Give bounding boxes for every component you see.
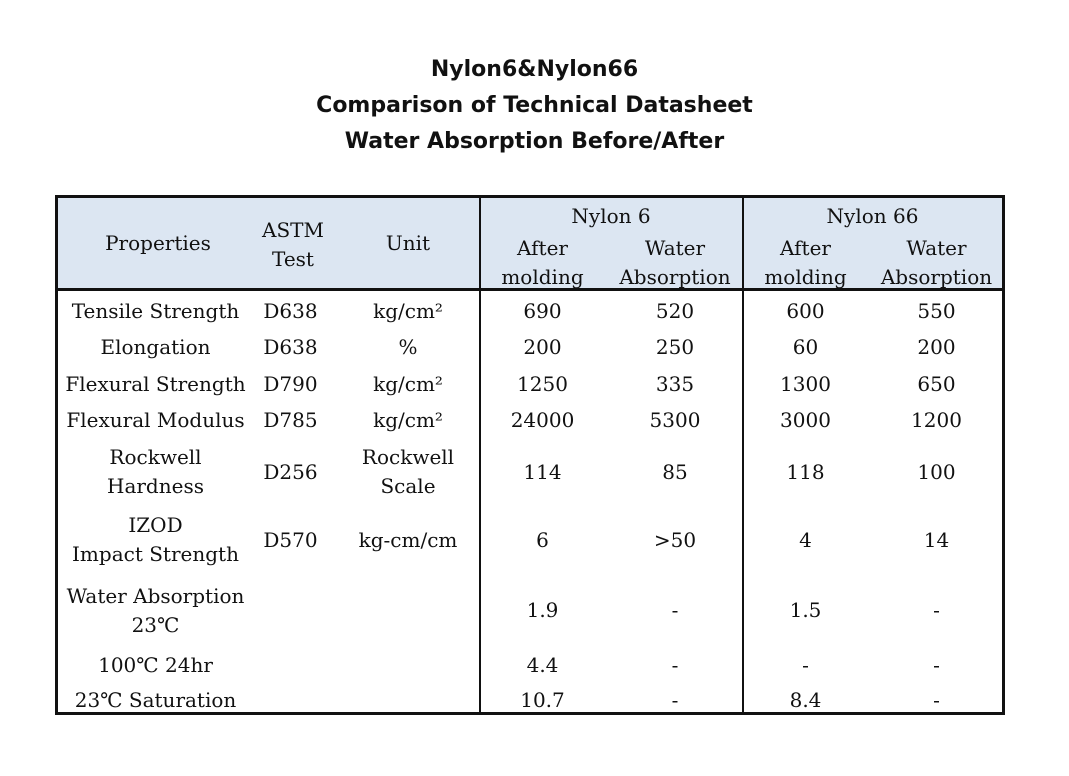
cell-astm-test: D638 — [263, 335, 318, 359]
cell-astm-test: D638 — [263, 298, 318, 323]
cell-property: Rockwell Hardness — [107, 445, 204, 498]
cell-nylon6-after-molding: 10.7 — [520, 687, 565, 712]
header-nylon6: Nylon 6 — [571, 203, 651, 228]
cell-nylon66-after-molding: - — [802, 652, 809, 677]
cell-unit: kg/cm² — [373, 298, 443, 323]
header-nylon66-water-absorption: Water Absorption — [880, 236, 993, 289]
cell-property: Elongation — [100, 335, 211, 359]
cell-astm-test — [253, 574, 328, 647]
title-line-2: Comparison of Technical Datasheet — [316, 93, 753, 118]
cell-unit: kg/cm² — [373, 407, 443, 432]
cell-nylon6-water-absorption: - — [671, 687, 679, 712]
cell-unit: kg/cm² — [373, 371, 443, 396]
header-nylon6-water-absorption: Water Absorption — [619, 236, 731, 289]
header-nylon66-after-molding: After molding — [764, 236, 847, 289]
header-properties: Properties — [105, 230, 211, 255]
cell-nylon66-after-molding: 60 — [792, 335, 819, 359]
cell-nylon66-after-molding: 600 — [786, 298, 825, 323]
cell-property: Water Absorption 23℃ — [66, 583, 245, 637]
cell-nylon66-after-molding: 4 — [799, 527, 812, 552]
cell-nylon66-water-absorption: - — [933, 598, 940, 622]
cell-unit: % — [398, 335, 418, 359]
cell-nylon6-water-absorption: 85 — [662, 459, 688, 484]
cell-nylon66-water-absorption: 200 — [917, 335, 956, 359]
cell-property: Flexural Modulus — [66, 407, 245, 432]
cell-astm-test: D790 — [263, 371, 318, 396]
cell-nylon66-water-absorption: 100 — [917, 459, 956, 484]
cell-property: 23℃ Saturation — [74, 687, 237, 712]
cell-nylon66-after-molding: 1300 — [780, 371, 831, 396]
cell-nylon6-water-absorption: 250 — [655, 335, 695, 359]
cell-property: IZOD Impact Strength — [72, 513, 239, 566]
cell-astm-test: D256 — [263, 459, 318, 484]
cell-nylon6-after-molding: 690 — [523, 298, 562, 323]
cell-astm-test — [253, 683, 328, 712]
header-nylon6-after-molding: After molding — [501, 236, 584, 289]
header-nylon66: Nylon 66 — [826, 203, 919, 228]
document-title: Nylon6&Nylon66 Comparison of Technical D… — [0, 52, 1069, 160]
cell-nylon66-water-absorption: - — [933, 687, 940, 712]
header-unit: Unit — [385, 230, 431, 255]
cell-nylon66-after-molding: 3000 — [780, 407, 831, 432]
cell-property: 100℃ 24hr — [98, 652, 213, 677]
cell-astm-test: D570 — [263, 527, 318, 552]
cell-nylon66-water-absorption: 550 — [917, 298, 956, 323]
cell-nylon66-after-molding: 8.4 — [789, 687, 822, 712]
cell-nylon66-after-molding: 1.5 — [789, 598, 822, 622]
header-astm-test: ASTM Test — [262, 218, 324, 271]
cell-nylon6-after-molding: 4.4 — [526, 652, 559, 677]
cell-astm-test — [253, 647, 328, 683]
cell-nylon66-water-absorption: - — [933, 652, 940, 677]
cell-unit — [358, 683, 458, 712]
title-line-3: Water Absorption Before/After — [344, 129, 725, 154]
header-divider — [58, 288, 1002, 291]
cell-nylon66-after-molding: 118 — [786, 459, 825, 484]
cell-nylon6-after-molding: 24000 — [510, 407, 575, 432]
cell-astm-test: D785 — [263, 407, 318, 432]
datasheet-table: Properties ASTM Test Unit Nylon 6 Nylon … — [55, 195, 1005, 715]
cell-unit — [358, 574, 458, 647]
cell-nylon66-water-absorption: 14 — [923, 527, 950, 552]
cell-nylon6-after-molding: 6 — [536, 527, 549, 552]
cell-nylon6-after-molding: 1.9 — [526, 598, 559, 622]
cell-unit: Rockwell Scale — [361, 445, 455, 498]
cell-property: Flexural Strength — [65, 371, 246, 396]
cell-nylon6-water-absorption: 335 — [655, 371, 695, 396]
cell-nylon6-after-molding: 114 — [523, 459, 562, 484]
cell-unit — [358, 647, 458, 683]
cell-nylon6-water-absorption: >50 — [653, 527, 697, 552]
cell-nylon6-water-absorption: - — [671, 598, 679, 622]
cell-nylon6-water-absorption: 520 — [655, 298, 695, 323]
column-divider-nylon6 — [479, 198, 481, 712]
cell-nylon6-after-molding: 200 — [523, 335, 562, 359]
cell-nylon6-water-absorption: 5300 — [649, 407, 701, 432]
title-line-1: Nylon6&Nylon66 — [430, 57, 639, 82]
cell-nylon66-water-absorption: 650 — [917, 371, 956, 396]
column-divider-nylon66 — [742, 198, 744, 712]
cell-property: Tensile Strength — [71, 298, 240, 323]
table-header-band — [58, 198, 1002, 291]
cell-nylon6-after-molding: 1250 — [517, 371, 568, 396]
cell-nylon66-water-absorption: 1200 — [911, 407, 962, 432]
cell-unit: kg-cm/cm — [358, 527, 458, 552]
cell-nylon6-water-absorption: - — [671, 652, 679, 677]
